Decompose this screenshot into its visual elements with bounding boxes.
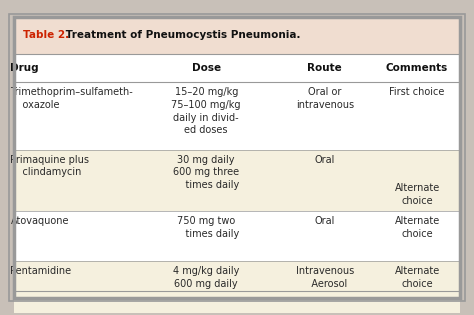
Bar <box>14 150 460 211</box>
Bar <box>14 211 460 261</box>
Text: 15–20 mg/kg
75–100 mg/kg
daily in divid-
ed doses: 15–20 mg/kg 75–100 mg/kg daily in divid-… <box>172 87 241 135</box>
Text: 30 mg daily
600 mg three
    times daily: 30 mg daily 600 mg three times daily <box>173 155 239 190</box>
Text: Comments: Comments <box>386 63 448 73</box>
Bar <box>14 261 460 313</box>
Text: Treatment of Pneumocystis Pneumonia.: Treatment of Pneumocystis Pneumonia. <box>62 31 300 40</box>
Text: Drug: Drug <box>10 63 39 73</box>
Text: Alternate
choice: Alternate choice <box>394 183 440 206</box>
Text: Alternate
choice: Alternate choice <box>394 266 440 289</box>
Text: Primaquine plus
    clindamycin: Primaquine plus clindamycin <box>10 155 90 177</box>
Text: Oral: Oral <box>315 155 335 165</box>
Text: Dose: Dose <box>191 63 221 73</box>
Text: Atovaquone: Atovaquone <box>10 216 69 226</box>
Bar <box>14 54 460 82</box>
Text: Oral: Oral <box>315 216 335 226</box>
Text: Oral or
intravenous: Oral or intravenous <box>296 87 354 110</box>
Text: Route: Route <box>307 63 342 73</box>
Bar <box>14 17 460 298</box>
Text: 750 mg two
    times daily: 750 mg two times daily <box>173 216 239 239</box>
Bar <box>14 17 460 298</box>
Text: 4 mg/kg daily
600 mg daily: 4 mg/kg daily 600 mg daily <box>173 266 239 289</box>
Text: Intravenous
   Aerosol: Intravenous Aerosol <box>296 266 354 289</box>
Text: First choice: First choice <box>390 87 445 97</box>
Text: Table 2.: Table 2. <box>23 31 69 40</box>
Text: Pentamidine: Pentamidine <box>10 266 72 277</box>
Text: Alternate
choice: Alternate choice <box>394 216 440 239</box>
Bar <box>14 17 460 54</box>
Text: Trimethoprim–sulfameth-
    oxazole: Trimethoprim–sulfameth- oxazole <box>10 87 133 110</box>
Bar <box>14 82 460 150</box>
